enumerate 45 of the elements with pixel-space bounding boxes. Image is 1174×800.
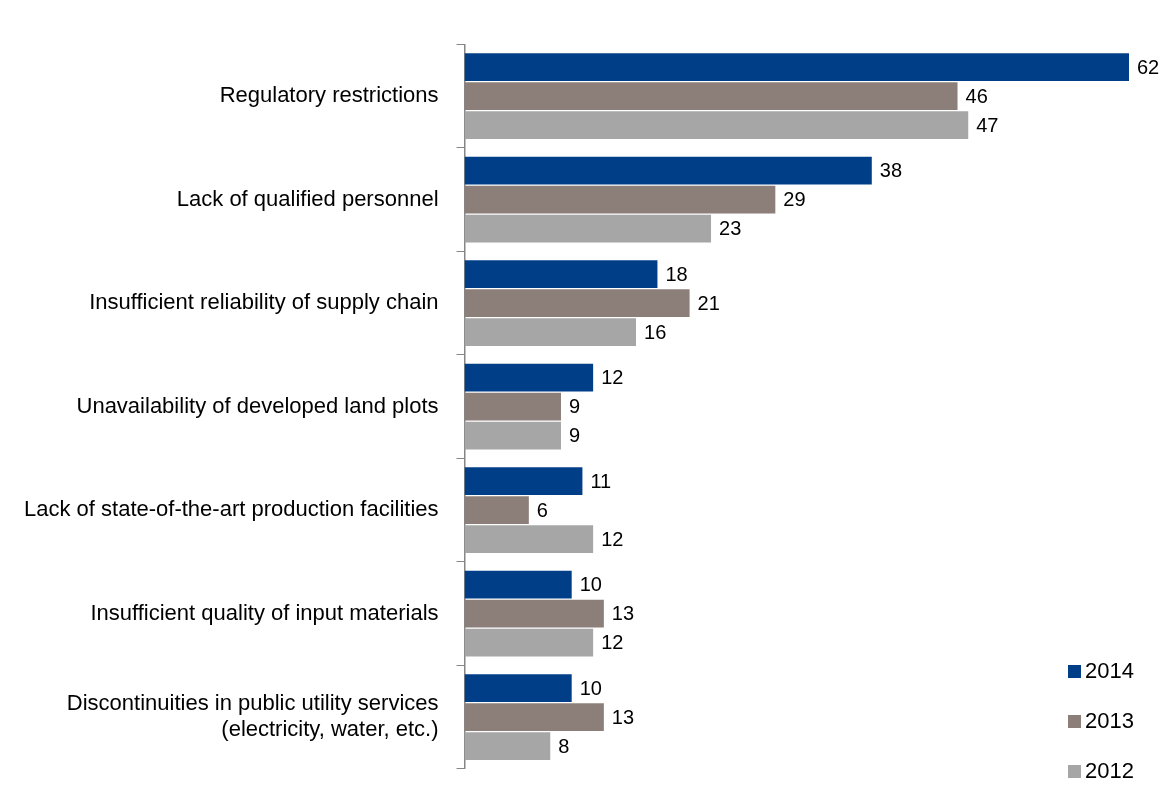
data-label: 18 <box>665 262 688 285</box>
bar <box>464 363 594 392</box>
data-label: 11 <box>590 469 612 492</box>
data-label: 12 <box>601 631 624 654</box>
bar <box>464 628 594 657</box>
data-label: 13 <box>611 705 635 728</box>
data-label: 23 <box>719 217 742 240</box>
bar <box>464 467 583 496</box>
bar <box>464 570 572 599</box>
data-label: 38 <box>879 159 903 182</box>
bar <box>464 156 872 185</box>
y-tick-label: Regulatory restrictions <box>219 82 439 108</box>
data-label: 8 <box>558 734 570 757</box>
data-label: 62 <box>1137 55 1160 78</box>
bar <box>464 525 594 553</box>
y-tick-label: Insufficient quality of input materials <box>90 599 439 625</box>
bar <box>464 421 561 450</box>
data-label: 10 <box>579 676 602 699</box>
legend-label: 2012 <box>1085 758 1134 784</box>
bar <box>464 53 1129 82</box>
data-label: 21 <box>697 291 720 314</box>
data-label: 16 <box>644 320 667 343</box>
legend-label: 2014 <box>1085 658 1134 684</box>
y-tick-label: Unavailability of developed land plots <box>76 392 439 418</box>
data-label: 9 <box>568 424 581 447</box>
bar <box>464 111 969 140</box>
bar <box>464 318 637 346</box>
legend-label: 2013 <box>1085 708 1134 734</box>
data-label: 6 <box>536 498 548 521</box>
data-label: 29 <box>783 188 806 211</box>
data-label: 12 <box>601 527 624 550</box>
data-label: 12 <box>601 366 624 389</box>
y-tick-label: Lack of qualified personnel <box>176 185 439 211</box>
bar <box>464 260 658 289</box>
y-tick-label: Discontinuities in public utility services (electricity, water, etc.) <box>66 689 439 742</box>
bar <box>464 214 712 243</box>
data-label: 9 <box>568 395 581 418</box>
y-tick-label: Insufficient reliability of supply chain <box>89 289 439 315</box>
data-label: 10 <box>579 573 602 596</box>
bar <box>464 674 572 702</box>
data-label: 46 <box>965 84 988 107</box>
y-tick-label: Lack of state-of-the-art production facilities <box>24 496 439 522</box>
data-label: 47 <box>976 113 999 136</box>
data-label: 13 <box>611 602 635 625</box>
bar <box>464 732 551 760</box>
